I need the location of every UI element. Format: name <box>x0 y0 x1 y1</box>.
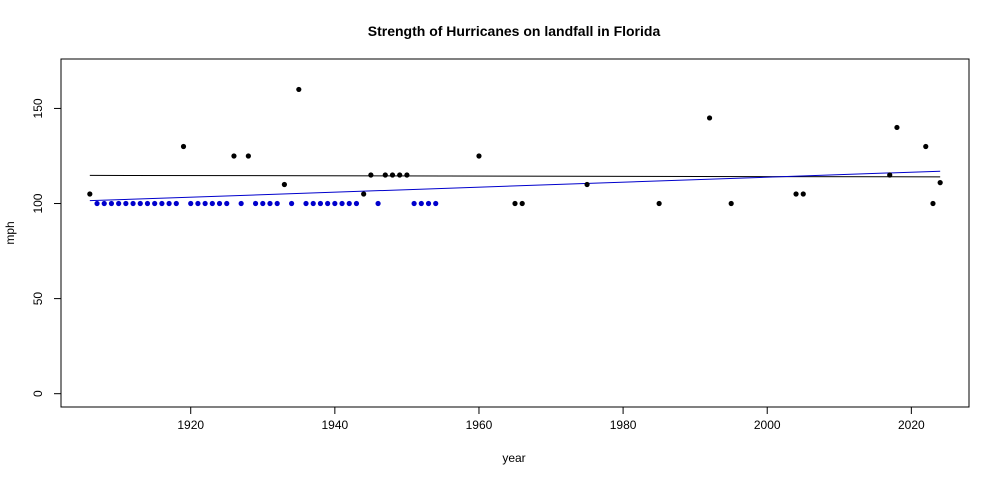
data-point <box>252 200 259 207</box>
data-point <box>123 200 129 207</box>
x-tick-label: 2020 <box>898 418 925 432</box>
x-tick-label: 1980 <box>610 418 637 432</box>
data-points <box>87 86 943 207</box>
data-point <box>274 200 280 207</box>
data-point <box>800 191 806 197</box>
data-point <box>404 172 410 178</box>
data-point <box>389 172 396 178</box>
data-point <box>231 153 237 159</box>
x-axis-label: year <box>502 451 525 465</box>
data-point <box>166 200 172 207</box>
data-point <box>584 181 590 188</box>
data-point <box>195 200 201 207</box>
data-point <box>411 200 417 207</box>
data-point <box>202 200 208 207</box>
data-point <box>382 172 388 178</box>
data-point <box>706 115 713 121</box>
x-tick-label: 1940 <box>321 418 348 432</box>
y-tick-label: 150 <box>31 98 45 118</box>
data-point <box>267 200 273 207</box>
x-axis: 1920 1940 1960 1980 2000 2020 <box>177 406 925 432</box>
data-point <box>930 200 936 207</box>
data-point <box>728 200 734 207</box>
data-point <box>289 200 295 207</box>
data-point <box>332 200 338 207</box>
data-point <box>339 200 345 207</box>
data-point <box>476 153 482 159</box>
trend-line <box>89 170 941 202</box>
data-point <box>144 200 151 207</box>
plot-frame <box>60 58 970 408</box>
data-point <box>130 200 136 207</box>
data-point <box>433 200 439 207</box>
trend-lines <box>89 170 941 202</box>
y-axis-label: mph <box>3 221 17 244</box>
y-axis: 0 50 100 150 <box>31 98 62 397</box>
data-point <box>159 200 165 207</box>
data-point <box>923 143 929 150</box>
data-point <box>418 200 424 207</box>
data-point <box>152 200 158 207</box>
data-point <box>303 200 309 207</box>
data-point <box>281 181 287 188</box>
data-point <box>375 200 381 207</box>
data-point <box>108 200 115 207</box>
y-tick-label: 0 <box>31 390 45 397</box>
data-point <box>224 200 230 207</box>
y-tick-label: 50 <box>31 292 45 306</box>
x-tick-label: 2000 <box>754 418 781 432</box>
data-point <box>512 200 518 207</box>
data-point <box>894 124 900 131</box>
data-point <box>656 200 662 207</box>
data-point <box>216 200 223 207</box>
data-point <box>101 200 107 207</box>
data-point <box>296 86 302 93</box>
data-point <box>519 200 525 207</box>
data-point <box>188 200 194 207</box>
data-point <box>137 200 143 207</box>
trend-line <box>89 174 941 178</box>
data-point <box>937 180 943 186</box>
data-point <box>397 172 403 178</box>
data-point <box>245 153 251 159</box>
data-point <box>346 200 352 207</box>
data-point <box>325 200 331 207</box>
data-point <box>353 200 360 207</box>
x-tick-label: 1920 <box>177 418 204 432</box>
data-point <box>238 200 244 207</box>
data-point <box>87 191 93 197</box>
y-tick-label: 100 <box>31 193 45 213</box>
data-point <box>361 191 367 197</box>
data-point <box>180 143 187 150</box>
data-point <box>116 200 122 207</box>
data-point <box>368 172 374 178</box>
data-point <box>260 200 266 207</box>
data-point <box>209 200 215 207</box>
data-point <box>887 172 893 178</box>
data-point <box>94 200 100 207</box>
chart-title: Strength of Hurricanes on landfall in Fl… <box>368 23 661 39</box>
data-point <box>317 200 324 207</box>
data-point <box>310 200 316 207</box>
data-point <box>173 200 179 207</box>
data-point <box>425 200 432 207</box>
data-point <box>793 191 799 197</box>
x-tick-label: 1960 <box>466 418 493 432</box>
